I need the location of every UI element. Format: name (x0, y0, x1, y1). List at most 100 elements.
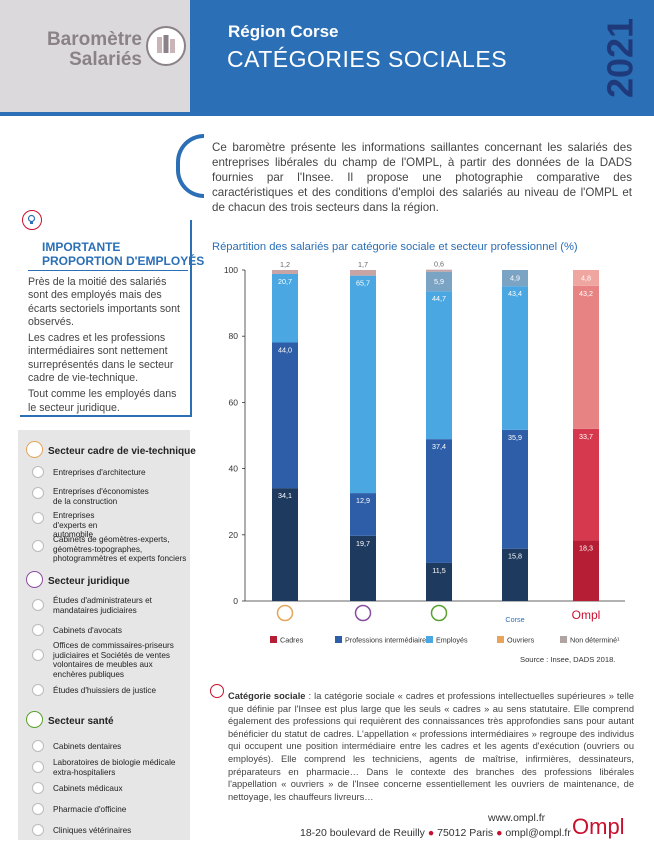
important-title-line1: IMPORTANTE (42, 240, 121, 254)
lightbulb-icon (22, 210, 42, 230)
bar-segment (426, 562, 452, 601)
bar-value-label: 43,2 (579, 289, 593, 298)
bar-segment (272, 273, 298, 343)
year-text: 2021 (600, 18, 640, 98)
bailiff-icon (32, 684, 44, 696)
footer-email[interactable]: ompl@ompl.fr (505, 827, 571, 839)
lawyer-icon (32, 624, 44, 636)
bar-segment (350, 535, 376, 601)
administrator-icon (32, 599, 44, 611)
cadre-vie-technique-icon (276, 604, 294, 622)
pharmacy-icon (32, 803, 44, 815)
important-title: IMPORTANTE PROPORTION D'EMPLOYÉS (42, 240, 204, 268)
legend-label: Professions intermédiaires (345, 636, 430, 645)
bullet-icon: ● (496, 827, 503, 839)
important-p1: Près de la moitié des salariés sont des … (28, 276, 180, 328)
logo-line2: Salariés (69, 49, 142, 70)
bar-segment (573, 285, 599, 429)
dentist-icon (32, 740, 44, 752)
bar-value-label: 0,6 (434, 260, 444, 269)
legend-swatch (497, 636, 504, 643)
bar-value-label: 4,8 (581, 273, 591, 282)
laboratory-icon (32, 761, 44, 773)
sidebar-item-pharmacie: Pharmacie d'officine (53, 805, 127, 814)
logo-text: Baromètre Salariés (22, 30, 142, 70)
legend-label: Non déterminé¹ (570, 636, 620, 645)
footer-website[interactable]: www.ompl.fr (488, 812, 546, 824)
important-box (20, 220, 192, 417)
architecture-icon (32, 466, 44, 478)
year-label: 2021 (600, 18, 640, 98)
bar-value-label: 5,9 (434, 277, 444, 286)
bar-segment (426, 271, 452, 292)
automobile-icon (32, 512, 44, 524)
sidebar-item-veterinaires: Cliniques vétérinaires (53, 826, 132, 835)
y-tick-label: 0 (233, 596, 238, 606)
important-p3: Tout comme les employés dans le secteur … (28, 388, 177, 414)
footer-address-line: 18-20 boulevard de Reuilly ● 75012 Paris… (300, 827, 571, 839)
chart-title: Répartition des salariés par catégorie s… (212, 241, 578, 253)
section-title-juridique: Secteur juridique (48, 576, 130, 587)
bar-value-label: 19,7 (356, 539, 370, 548)
bar-value-label: 35,9 (508, 433, 522, 442)
health-cross-icon (26, 711, 43, 728)
bar-segment (426, 439, 452, 563)
y-tick-label: 20 (229, 530, 239, 540)
x-tick-label-ompl: Ompl (572, 608, 601, 622)
bar-segment (272, 270, 298, 274)
y-tick-label: 40 (229, 464, 239, 474)
veterinary-icon (32, 824, 44, 836)
important-text: Près de la moitié des salariés sont des … (28, 276, 180, 415)
important-rule (28, 270, 188, 271)
sidebar-item-commissaires-priseurs: Offices de commissaires-priseurs judicia… (53, 641, 174, 679)
auctioneer-icon (32, 649, 44, 661)
legend-swatch (335, 636, 342, 643)
header-title-panel (190, 0, 654, 112)
bar-value-label: 44,0 (278, 345, 292, 354)
important-title-line2: PROPORTION D'EMPLOYÉS (42, 254, 205, 268)
justice-scales-icon (354, 604, 372, 622)
definition-term: Catégorie sociale (228, 691, 306, 701)
bar-value-label: 12,9 (356, 496, 370, 505)
y-tick-label: 100 (224, 265, 238, 275)
sector-sidebar (18, 430, 190, 840)
bar-value-label: 15,8 (508, 552, 522, 561)
surveyor-icon (32, 540, 44, 552)
bar-value-label: 18,3 (579, 543, 593, 552)
justice-scales-icon (26, 571, 43, 588)
bar-segment (573, 540, 599, 601)
sidebar-item-administrateurs: Études d'administrateurs et mandataires … (53, 596, 152, 615)
sidebar-item-economistes: Entreprises d'économistes de la construc… (53, 487, 149, 506)
legend-swatch (270, 636, 277, 643)
bar-segment (350, 493, 376, 536)
footer-logo: Ompl (572, 814, 625, 839)
definition-text: Catégorie sociale : la catégorie sociale… (228, 690, 634, 803)
footer-city: 75012 Paris (437, 827, 494, 839)
chart-source: Source : Insee, DADS 2018. (520, 655, 616, 664)
intro-bracket (176, 134, 204, 198)
header-stripe (0, 112, 654, 116)
legend-swatch (560, 636, 567, 643)
bar-segment (502, 429, 528, 549)
footer-address: 18-20 boulevard de Reuilly (300, 827, 425, 839)
bar-value-label: 37,4 (432, 442, 446, 451)
sidebar-item-medicaux: Cabinets médicaux (53, 784, 123, 793)
sidebar-item-geometres: Cabinets de géomètres-experts, géomètres… (53, 535, 187, 563)
legend-label: Employés (436, 636, 468, 645)
bar-segment (272, 342, 298, 489)
definition-icon (210, 684, 224, 698)
bar-segment (502, 286, 528, 430)
bar-value-label: 34,1 (278, 491, 292, 500)
medical-icon (32, 782, 44, 794)
bar-segment (272, 488, 298, 601)
sidebar-item-avocats: Cabinets d'avocats (53, 626, 122, 635)
bar-value-label: 20,7 (278, 277, 292, 286)
region-label: Région Corse (228, 22, 339, 41)
x-tick-label: Corse (505, 615, 524, 624)
section-title-cadre-vie-technique: Secteur cadre de vie-technique (48, 446, 196, 457)
bar-segment (573, 428, 599, 541)
bar-segment (502, 270, 528, 287)
cadre-vie-technique-icon (26, 441, 43, 458)
stacked-bar-chart: 0 20 40 60 80 100 34,1 44,0 20,7 1,2 19,7 12,9 65,7 1… (224, 260, 625, 645)
bullet-icon: ● (427, 827, 435, 839)
